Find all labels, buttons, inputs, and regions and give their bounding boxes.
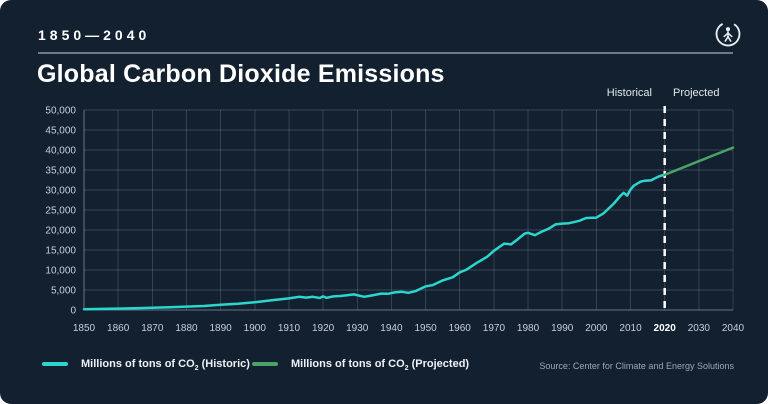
y-tick-label: 25,000 <box>45 206 76 217</box>
y-tick-label: 35,000 <box>45 166 76 177</box>
y-tick-label: 5,000 <box>51 286 76 297</box>
y-tick-label: 0 <box>70 306 76 317</box>
x-tick-label: 1880 <box>175 323 198 334</box>
y-tick-label: 10,000 <box>45 266 76 277</box>
legend-label-historic: Millions of tons of CO2 (Historic) <box>81 358 250 373</box>
x-tick-label: 1960 <box>449 323 472 334</box>
header-divider <box>38 52 733 54</box>
x-tick-label: 1940 <box>380 323 403 334</box>
historic-line-swatch <box>42 362 68 366</box>
y-tick-label: 40,000 <box>45 146 76 157</box>
projected-emissions-line <box>663 146 735 177</box>
x-tick-label: 1950 <box>414 323 437 334</box>
projected-region-label: Projected <box>673 87 720 99</box>
x-tick-label: 2010 <box>619 323 642 334</box>
x-tick-label: 1850 <box>73 323 96 334</box>
x-tick-label: 1990 <box>551 323 574 334</box>
x-tick-label: 1970 <box>483 323 506 334</box>
x-tick-label: 1870 <box>141 323 164 334</box>
x-tick-label: 1910 <box>278 323 301 334</box>
x-tick-label: 1980 <box>517 323 540 334</box>
x-tick-label: 2020 <box>654 323 677 334</box>
historical-region-label: Historical <box>606 87 652 99</box>
y-tick-label: 20,000 <box>45 226 76 237</box>
page-title: Global Carbon Dioxide Emissions <box>37 60 445 88</box>
x-tick-label: 1930 <box>346 323 369 334</box>
projected-line-swatch <box>252 362 278 366</box>
y-tick-label: 30,000 <box>45 186 76 197</box>
source-attribution: Source: Center for Climate and Energy So… <box>539 361 734 371</box>
legend-label-projected: Millions of tons of CO2 (Projected) <box>291 358 470 373</box>
y-tick-label: 45,000 <box>45 126 76 137</box>
x-tick-label: 2030 <box>688 323 711 334</box>
legend-item-projected: Millions of tons of CO2 (Projected) <box>252 358 470 373</box>
y-tick-label: 50,000 <box>45 106 76 117</box>
y-tick-label: 15,000 <box>45 246 76 257</box>
legend-item-historic: Millions of tons of CO2 (Historic) <box>42 358 250 373</box>
person-in-circle-logo <box>715 21 741 47</box>
date-range-label: 1850—2040 <box>38 27 151 43</box>
x-tick-label: 1860 <box>107 323 130 334</box>
historic-emissions-line <box>82 173 666 311</box>
x-tick-label: 1890 <box>210 323 233 334</box>
x-tick-label: 2040 <box>722 323 745 334</box>
x-tick-label: 2000 <box>585 323 608 334</box>
x-tick-label: 1920 <box>312 323 335 334</box>
x-tick-label: 1900 <box>244 323 267 334</box>
